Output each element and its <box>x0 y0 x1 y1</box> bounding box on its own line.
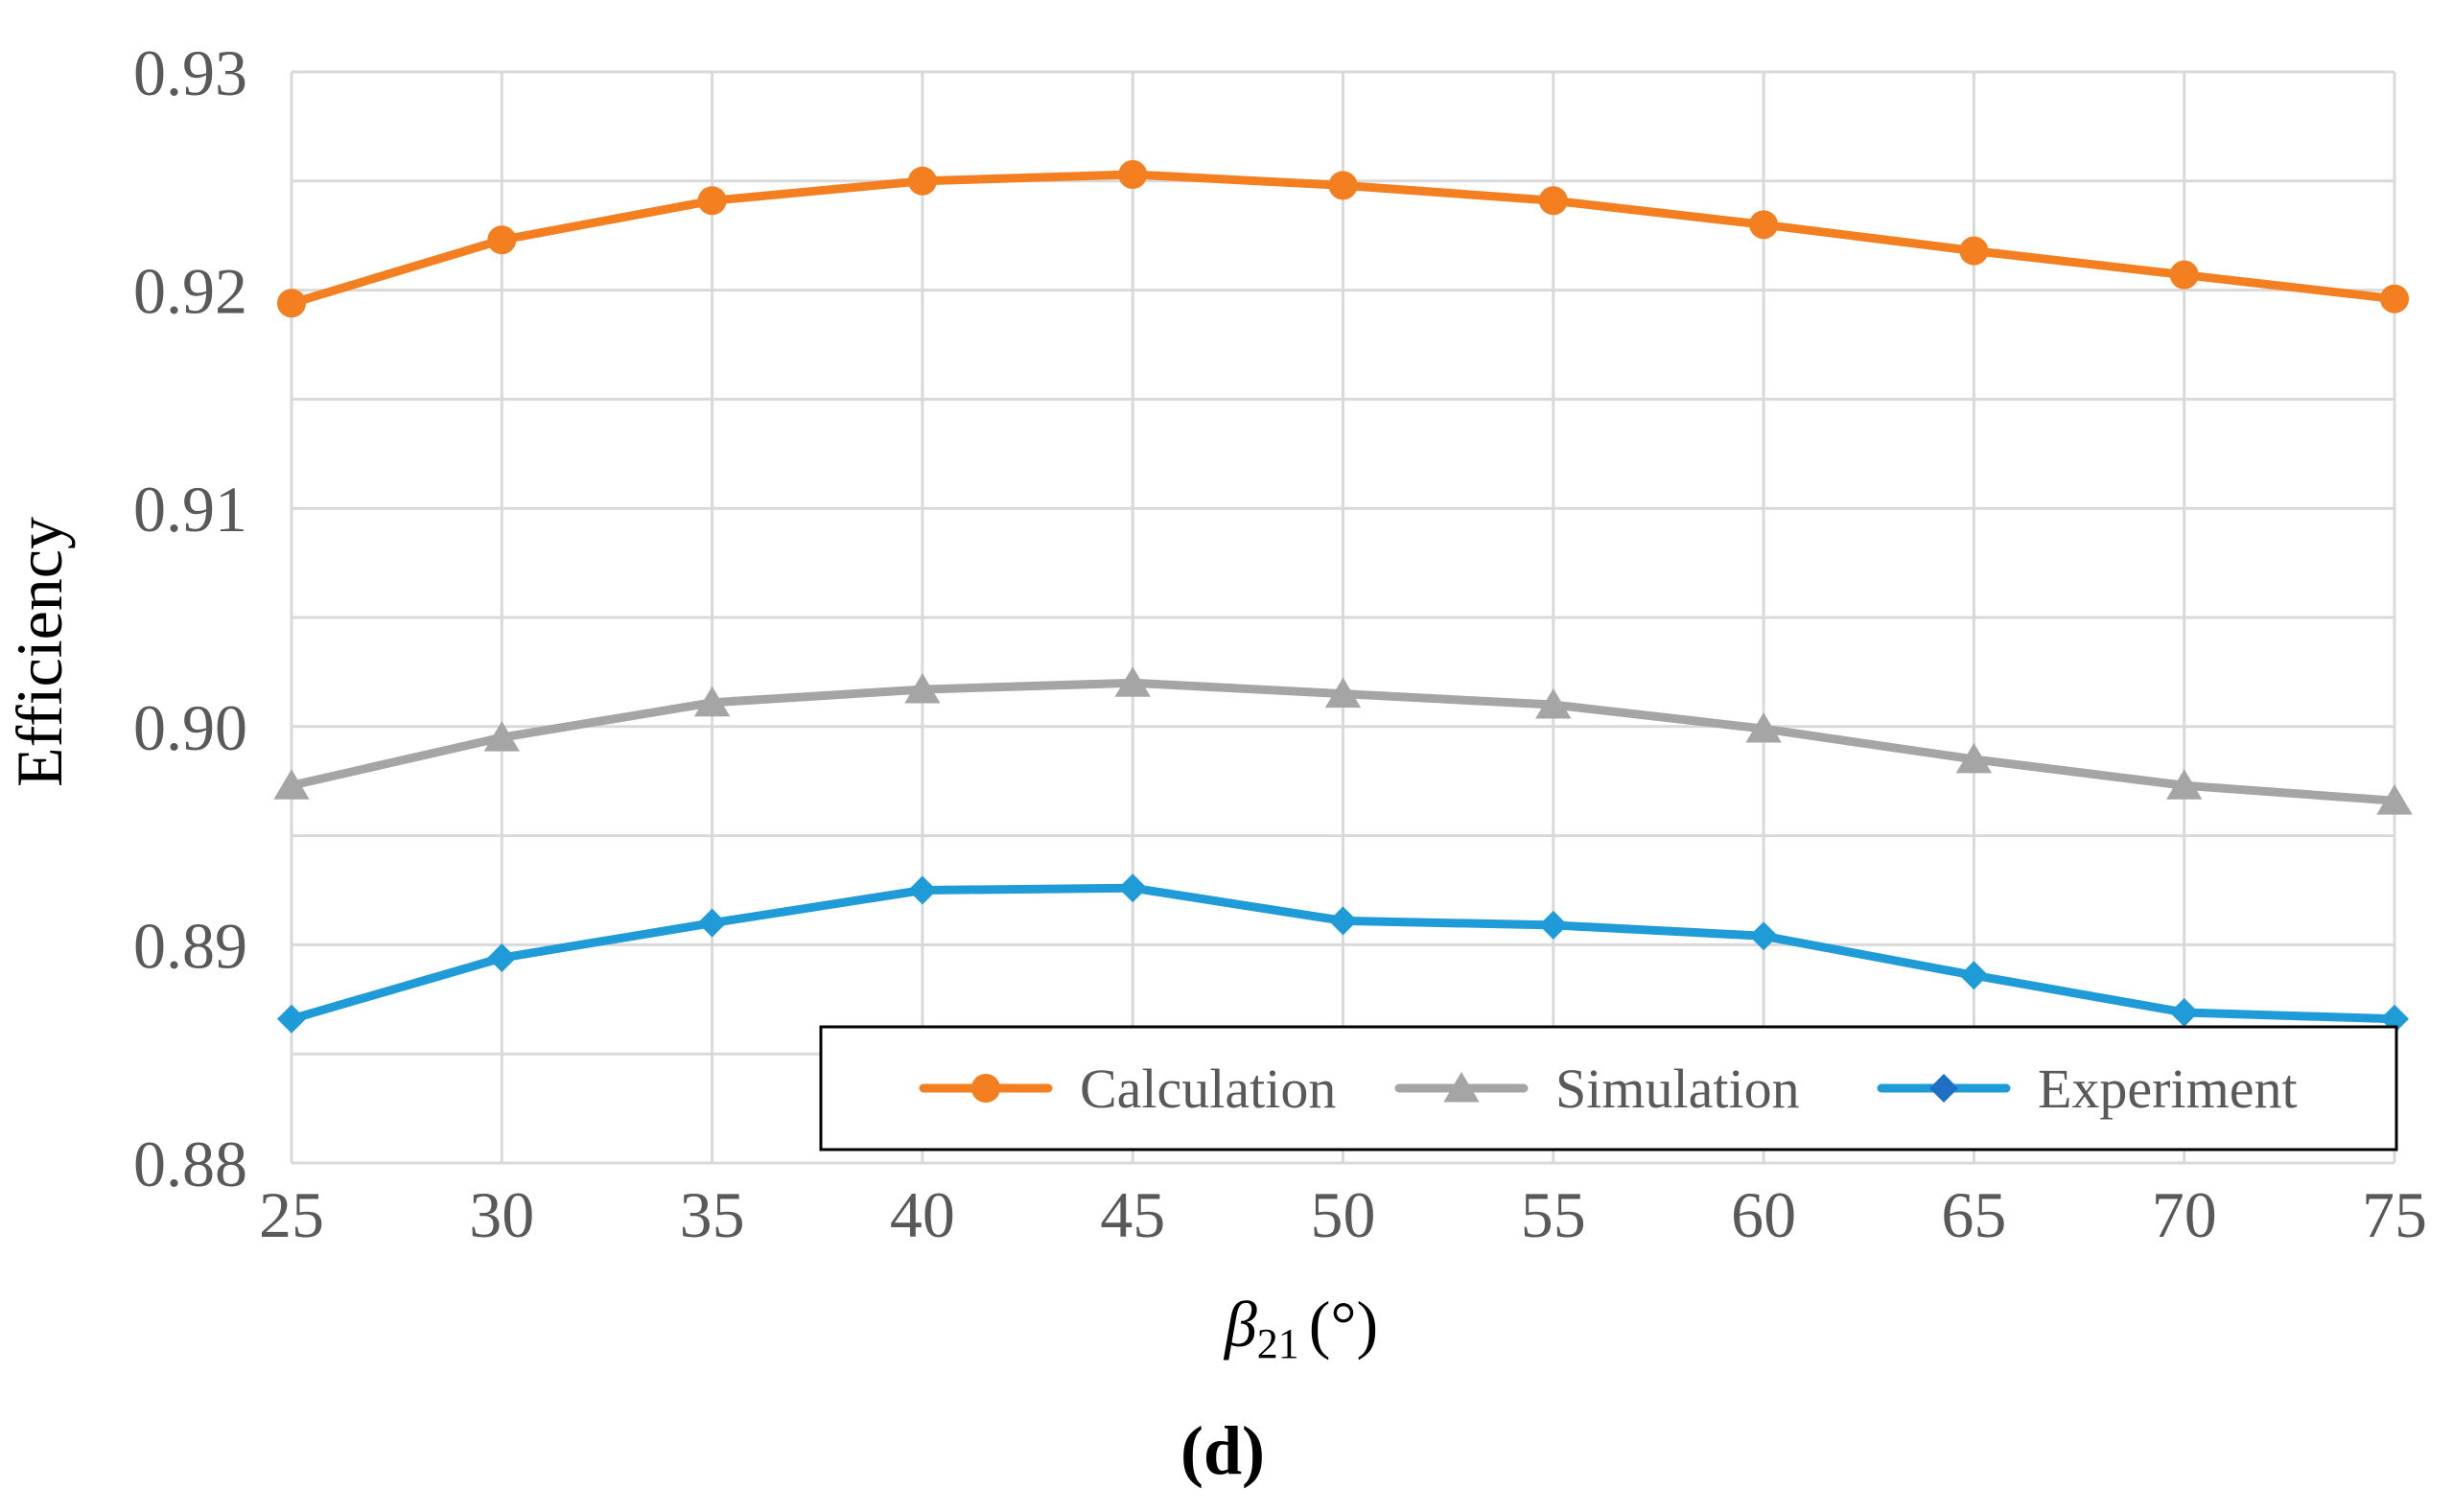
x-tick-label: 35 <box>680 1178 745 1251</box>
x-axis-unit: (°) <box>1309 1288 1378 1361</box>
experiment-point <box>1328 906 1358 936</box>
calculation-point <box>2380 284 2409 314</box>
legend-label: Calculation <box>1080 1058 1336 1120</box>
legend-swatch-marker <box>971 1074 1000 1103</box>
calculation-point <box>1538 186 1568 216</box>
series-simulation <box>273 666 2413 815</box>
y-tick-label: 0.90 <box>133 691 247 764</box>
legend: Calculation Simulation Experiment <box>819 1025 2398 1151</box>
y-tick-label: 0.93 <box>133 36 247 109</box>
y-axis-title: Efficiency <box>3 517 76 787</box>
calculation-point <box>907 166 937 196</box>
y-tick-label: 0.88 <box>133 1128 247 1200</box>
grid-lines <box>290 70 2396 1165</box>
calculation-point <box>1328 171 1358 200</box>
x-tick-label: 25 <box>259 1178 324 1251</box>
legend-item-simulation: Simulation <box>1394 1058 1800 1120</box>
experiment-point <box>487 943 517 973</box>
x-tick-label: 65 <box>1941 1178 2006 1251</box>
x-tick-label: 75 <box>2362 1178 2427 1251</box>
simulation-point <box>693 686 731 717</box>
legend-label: Simulation <box>1555 1058 1800 1120</box>
y-tick-label: 0.89 <box>133 909 247 982</box>
legend-label: Experiment <box>2038 1058 2298 1120</box>
calculation-point <box>277 289 306 318</box>
calculation-point <box>487 225 517 255</box>
calculation-point <box>2169 260 2199 290</box>
simulation-point <box>1955 742 1993 774</box>
experiment-point <box>907 875 937 905</box>
x-axis-symbol: β <box>1223 1288 1257 1361</box>
experiment-point <box>697 908 727 938</box>
y-axis-ticks: 0.88 0.89 0.90 0.91 0.92 0.93 <box>133 36 247 1200</box>
simulation-point <box>904 673 941 704</box>
experiment-point <box>1118 873 1148 903</box>
series-calculation <box>277 159 2409 318</box>
experiment-point <box>1959 961 1989 990</box>
experiment-point <box>1538 910 1568 940</box>
x-tick-label: 55 <box>1521 1178 1586 1251</box>
legend-items: Calculation Simulation Experiment <box>919 1058 2298 1120</box>
panel-label: (d) <box>1180 1412 1265 1489</box>
simulation-point <box>1324 677 1362 709</box>
y-tick-label: 0.92 <box>133 255 247 328</box>
calculation-point <box>697 186 727 216</box>
x-tick-label: 70 <box>2152 1178 2217 1251</box>
experiment-point <box>2169 997 2199 1027</box>
x-axis-ticks: 25 30 35 40 45 50 55 60 65 70 75 <box>259 1178 2427 1251</box>
data-series <box>273 159 2413 1034</box>
legend-swatch-marker <box>1443 1072 1480 1103</box>
legend-item-calculation: Calculation <box>919 1058 1336 1120</box>
simulation-point <box>2166 769 2203 800</box>
legend-box <box>819 1025 2398 1151</box>
simulation-point <box>1114 666 1151 697</box>
simulation-point <box>2376 784 2413 815</box>
x-axis-title: β21 (°) <box>1223 1288 1378 1367</box>
simulation-point <box>483 721 520 752</box>
x-tick-label: 30 <box>469 1178 534 1251</box>
x-axis-subscript: 21 <box>1257 1320 1299 1367</box>
simulation-point <box>273 769 310 800</box>
series-experiment <box>277 873 2409 1034</box>
simulation-point <box>1535 688 1572 719</box>
x-tick-label: 50 <box>1311 1178 1376 1251</box>
experiment-point <box>277 1004 306 1034</box>
simulation-point <box>1745 712 1782 743</box>
x-tick-label: 45 <box>1100 1178 1165 1251</box>
calculation-point <box>1118 159 1148 189</box>
x-tick-label: 40 <box>890 1178 955 1251</box>
x-tick-label: 60 <box>1731 1178 1796 1251</box>
experiment-point <box>1749 921 1779 951</box>
legend-item-experiment: Experiment <box>1877 1058 2298 1120</box>
legend-swatch-marker <box>1929 1074 1958 1103</box>
calculation-point <box>1749 210 1779 240</box>
calculation-point <box>1959 236 1989 266</box>
y-tick-label: 0.91 <box>133 473 247 546</box>
